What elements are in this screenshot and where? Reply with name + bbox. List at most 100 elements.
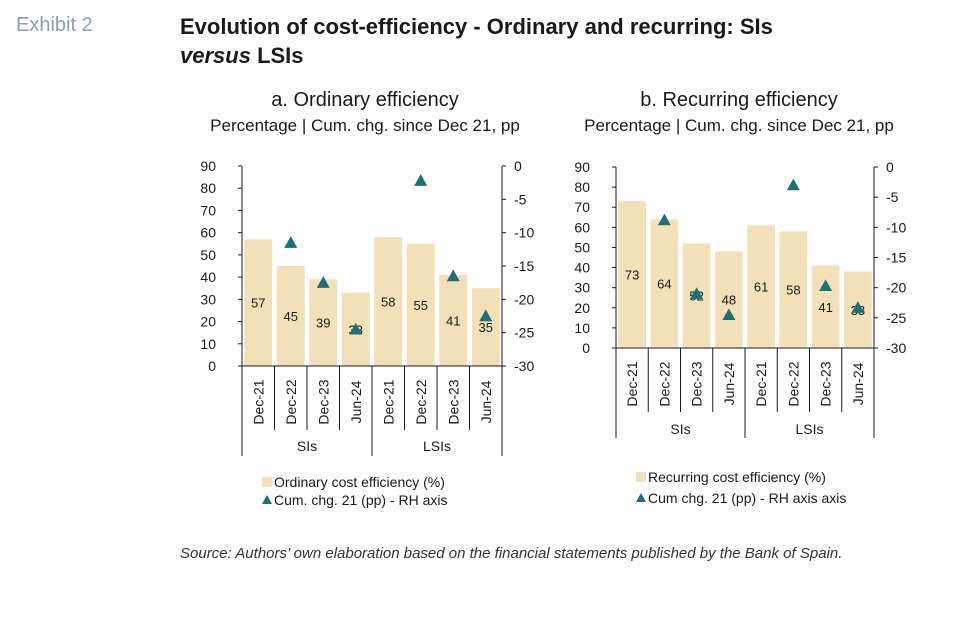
left-tick-label: 20 [574,300,590,316]
right-tick-label: -10 [514,225,534,241]
right-tick-label: -25 [886,310,906,326]
title-line-2: versus LSIs [180,41,773,70]
category-label: Jun-24 [850,362,866,405]
source-note: Source: Authors’ own elaboration based o… [180,545,843,562]
left-tick-label: 30 [574,280,590,296]
category-label: Dec-21 [624,361,640,406]
marker-point [316,276,330,288]
bar-label: 55 [414,298,428,313]
category-label: Jun-24 [721,362,737,405]
bar [244,239,273,366]
marker-point [414,174,428,186]
right-tick-label: -25 [514,325,534,341]
bar [650,219,679,348]
marker-point [690,287,704,299]
bar [715,251,743,348]
marker-point [819,279,833,292]
bar-label: 45 [284,309,298,324]
marker-point [722,308,736,321]
chart-title: b. Recurring efficiency [640,89,838,111]
left-tick-label: 60 [200,225,216,241]
bar [406,243,435,366]
left-tick-label: 70 [200,202,216,218]
title-lsis: LSIs [250,43,304,68]
group-label: SIs [297,438,317,454]
chart-subtitle: Percentage | Cum. chg. since Dec 21, pp [210,116,520,135]
bar [439,274,468,366]
page-title: Evolution of cost-efficiency - Ordinary … [180,12,773,70]
left-tick-label: 60 [574,219,590,235]
legend-bar-label: Ordinary cost efficiency (%) [274,474,445,490]
legend-marker-label: Cum. chg. 21 (pp) - RH axis [274,492,448,508]
left-tick-label: 90 [574,159,590,175]
legend-marker-label: Cum chg. 21 (pp) - RH axis axis [648,490,846,506]
group-label: SIs [670,421,690,437]
title-versus: versus [180,43,251,68]
right-tick-label: -30 [514,358,534,374]
chart-subtitle: Percentage | Cum. chg. since Dec 21, pp [584,116,894,135]
category-label: Dec-23 [818,361,834,406]
left-tick-label: 10 [200,336,216,352]
left-tick-label: 70 [574,199,590,215]
right-tick-label: -5 [886,189,899,205]
right-tick-label: -20 [514,291,534,307]
category-label: Dec-23 [689,361,705,406]
bar-label: 58 [381,295,395,310]
chart-title: a. Ordinary efficiency [271,89,459,111]
bar [276,266,305,366]
left-tick-label: 20 [200,314,216,330]
bar-label: 73 [625,268,639,283]
marker-point [446,269,460,282]
bar [747,225,775,348]
bar [618,201,646,348]
left-tick-label: 90 [200,158,216,174]
bar-label: 61 [754,280,768,295]
marker-point [851,301,865,313]
bar [811,265,840,348]
bar [779,231,808,348]
right-tick-label: 0 [886,159,894,175]
bar-label: 39 [316,316,330,331]
right-tick-label: -30 [886,340,906,356]
category-label: Dec-23 [315,379,331,424]
group-label: LSIs [423,438,451,454]
category-label: Dec-22 [413,379,429,424]
right-tick-label: -15 [514,258,534,274]
bar-label: 64 [657,277,671,292]
marker-point [284,236,298,248]
marker-point [349,322,363,335]
left-tick-label: 0 [208,358,216,374]
marker-point [657,213,671,226]
right-tick-label: -20 [886,280,906,296]
category-label: Dec-23 [445,379,461,424]
title-line-1: Evolution of cost-efficiency - Ordinary … [180,14,773,39]
left-tick-label: 50 [200,247,216,263]
category-label: Dec-21 [250,379,266,424]
left-tick-label: 80 [574,179,590,195]
bar-label: 57 [251,296,265,311]
legend-marker-swatch [636,493,646,502]
legend-bar-swatch [636,472,646,482]
category-label: Dec-21 [380,379,396,424]
left-tick-label: 0 [582,340,590,356]
bar-label: 35 [479,320,493,335]
category-label: Dec-21 [753,361,769,406]
legend-bar-swatch [262,477,272,487]
left-tick-label: 50 [574,239,590,255]
left-tick-label: 40 [200,269,216,285]
bar [374,237,403,366]
bar-label: 48 [722,293,736,308]
marker-point [786,178,800,191]
legend-marker-swatch [262,495,272,504]
category-label: Dec-22 [785,361,801,406]
exhibit-label: Exhibit 2 [16,14,93,36]
bar-label: 58 [786,283,800,298]
category-label: Dec-22 [656,361,672,406]
category-label: Jun-24 [478,380,494,423]
left-tick-label: 40 [574,260,590,276]
marker-point [479,309,493,322]
right-tick-label: 0 [514,158,522,174]
category-label: Jun-24 [348,380,364,423]
